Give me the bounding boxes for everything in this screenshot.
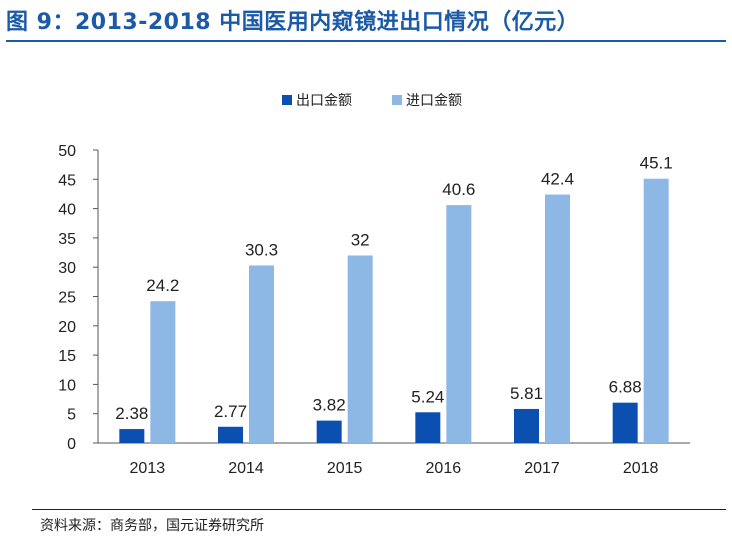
import-data-label: 30.3 [245,240,278,259]
import-bar [249,265,274,443]
y-tick-label: 35 [58,231,76,248]
y-tick-label: 40 [58,202,76,219]
x-tick-label: 2017 [524,460,560,477]
import-bar [545,194,570,443]
legend-swatch-export [282,95,292,105]
import-data-label: 45.1 [640,154,673,173]
import-data-label: 24.2 [146,276,179,295]
import-bar [446,205,472,443]
import-bar [347,255,373,443]
y-tick-label: 30 [58,260,76,277]
import-data-label: 42.4 [541,170,574,189]
y-tick-label: 0 [67,436,76,453]
export-bar [218,426,243,443]
footer-divider [32,509,726,510]
x-tick-label: 2018 [623,460,659,477]
export-data-label: 5.24 [411,387,444,406]
source-note: 资料来源：商务部，国元证券研究所 [40,518,264,534]
bar-chart: 出口金额 进口金额 0 5 10 15 20 25 30 35 40 45 50 2013 2.38 24.2… [58,93,690,477]
title-underline [6,40,726,42]
y-tick-label: 15 [58,348,76,365]
export-data-label: 6.88 [609,378,642,397]
export-bar [514,408,539,443]
y-tick-label: 20 [58,319,76,336]
import-bar [150,301,176,443]
export-data-label: 2.38 [115,404,148,423]
import-data-label: 40.6 [442,180,475,199]
y-tick-label: 25 [58,290,76,307]
import-bar [643,178,669,444]
legend-swatch-import [392,95,402,105]
y-tick-label: 10 [58,377,76,394]
x-tick-label: 2015 [327,460,363,477]
y-tick-label: 5 [67,407,76,424]
export-bar [612,402,638,443]
x-tick-label: 2014 [228,460,264,477]
x-tick-label: 2016 [426,460,462,477]
x-tick-label: 2013 [130,460,166,477]
export-data-label: 5.81 [510,384,543,403]
legend-label-export: 出口金额 [296,93,352,109]
legend-label-import: 进口金额 [406,93,462,109]
y-tick-label: 50 [58,143,76,160]
export-bar [316,420,342,443]
export-bar [119,429,145,443]
export-data-label: 2.77 [214,402,247,421]
chart-title: 图 9：2013-2018 中国医用内窥镜进出口情况（亿元） [6,10,580,35]
export-bar [415,412,441,443]
export-data-label: 3.82 [313,396,346,415]
import-data-label: 32 [351,230,370,249]
y-tick-label: 45 [58,172,76,189]
